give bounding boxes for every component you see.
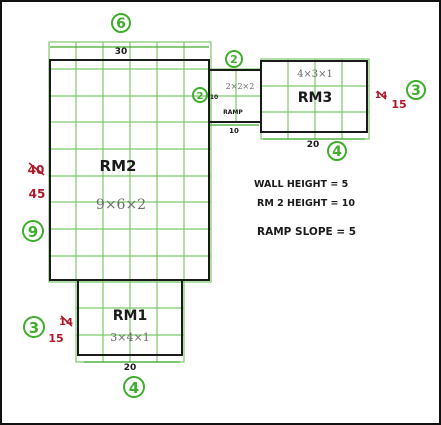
ramp-dims: 2×2×2 <box>226 82 255 91</box>
rm3-side-count-circle <box>406 80 426 100</box>
rm1-side-new-value: 15 <box>48 332 63 345</box>
ramp-top-count-circle <box>225 50 243 68</box>
rm1-bottom-count: 4 <box>129 379 139 397</box>
rm2-top-count-circle <box>111 13 131 33</box>
rm1-wall <box>77 279 183 356</box>
rm1-side-count: 3 <box>29 319 39 337</box>
rm3-bottom-width: 20 <box>307 140 320 150</box>
rm1-dims: 3×4×1 <box>110 331 149 344</box>
dimension-lines <box>50 46 365 363</box>
rm1-bottom-width: 20 <box>124 363 137 373</box>
rm1-bottom-count-circle <box>123 376 145 398</box>
ramp-label: RAMP <box>223 109 243 116</box>
rm3-side-old-value: 14 <box>375 91 388 101</box>
rm2-dims: 9×6×2 <box>96 197 146 213</box>
ramp-left-count-circle <box>192 87 208 103</box>
rm3-wall <box>260 60 368 133</box>
ramp-left-count: 2 <box>197 91 204 102</box>
rm2-side-old-value: 40 <box>28 163 45 177</box>
rm3-side-count: 3 <box>411 83 421 99</box>
rm3-dims: 4×3×1 <box>297 69 333 80</box>
note-rm2-height: RM 2 HEIGHT = 10 <box>257 198 355 209</box>
ramp-bottom-width: 10 <box>229 127 239 135</box>
rm2-top-count: 6 <box>116 16 126 32</box>
rm2-side-new-value: 45 <box>29 187 46 201</box>
rm2-top-width: 30 <box>115 47 128 57</box>
ramp-left-length: 10 <box>210 94 218 101</box>
rm3-label: RM3 <box>298 90 332 106</box>
rm2-label: RM2 <box>100 157 137 175</box>
rm2-grid <box>48 41 212 283</box>
rm2-side-count: 9 <box>28 223 38 241</box>
strike-marks <box>28 90 387 327</box>
rm1-side-count-circle <box>23 316 45 338</box>
note-ramp-slope: RAMP SLOPE = 5 <box>257 226 356 238</box>
note-wall-height: WALL HEIGHT = 5 <box>254 179 348 190</box>
ramp-top-count: 2 <box>230 53 238 66</box>
rm1-side-old-value: 14 <box>59 317 73 328</box>
rm3-bottom-count: 4 <box>332 144 342 160</box>
rm1-label: RM1 <box>113 308 147 324</box>
rm2-side-count-circle <box>22 220 44 242</box>
rm3-side-new-value: 15 <box>391 98 406 111</box>
rm3-bottom-count-circle <box>327 141 347 161</box>
